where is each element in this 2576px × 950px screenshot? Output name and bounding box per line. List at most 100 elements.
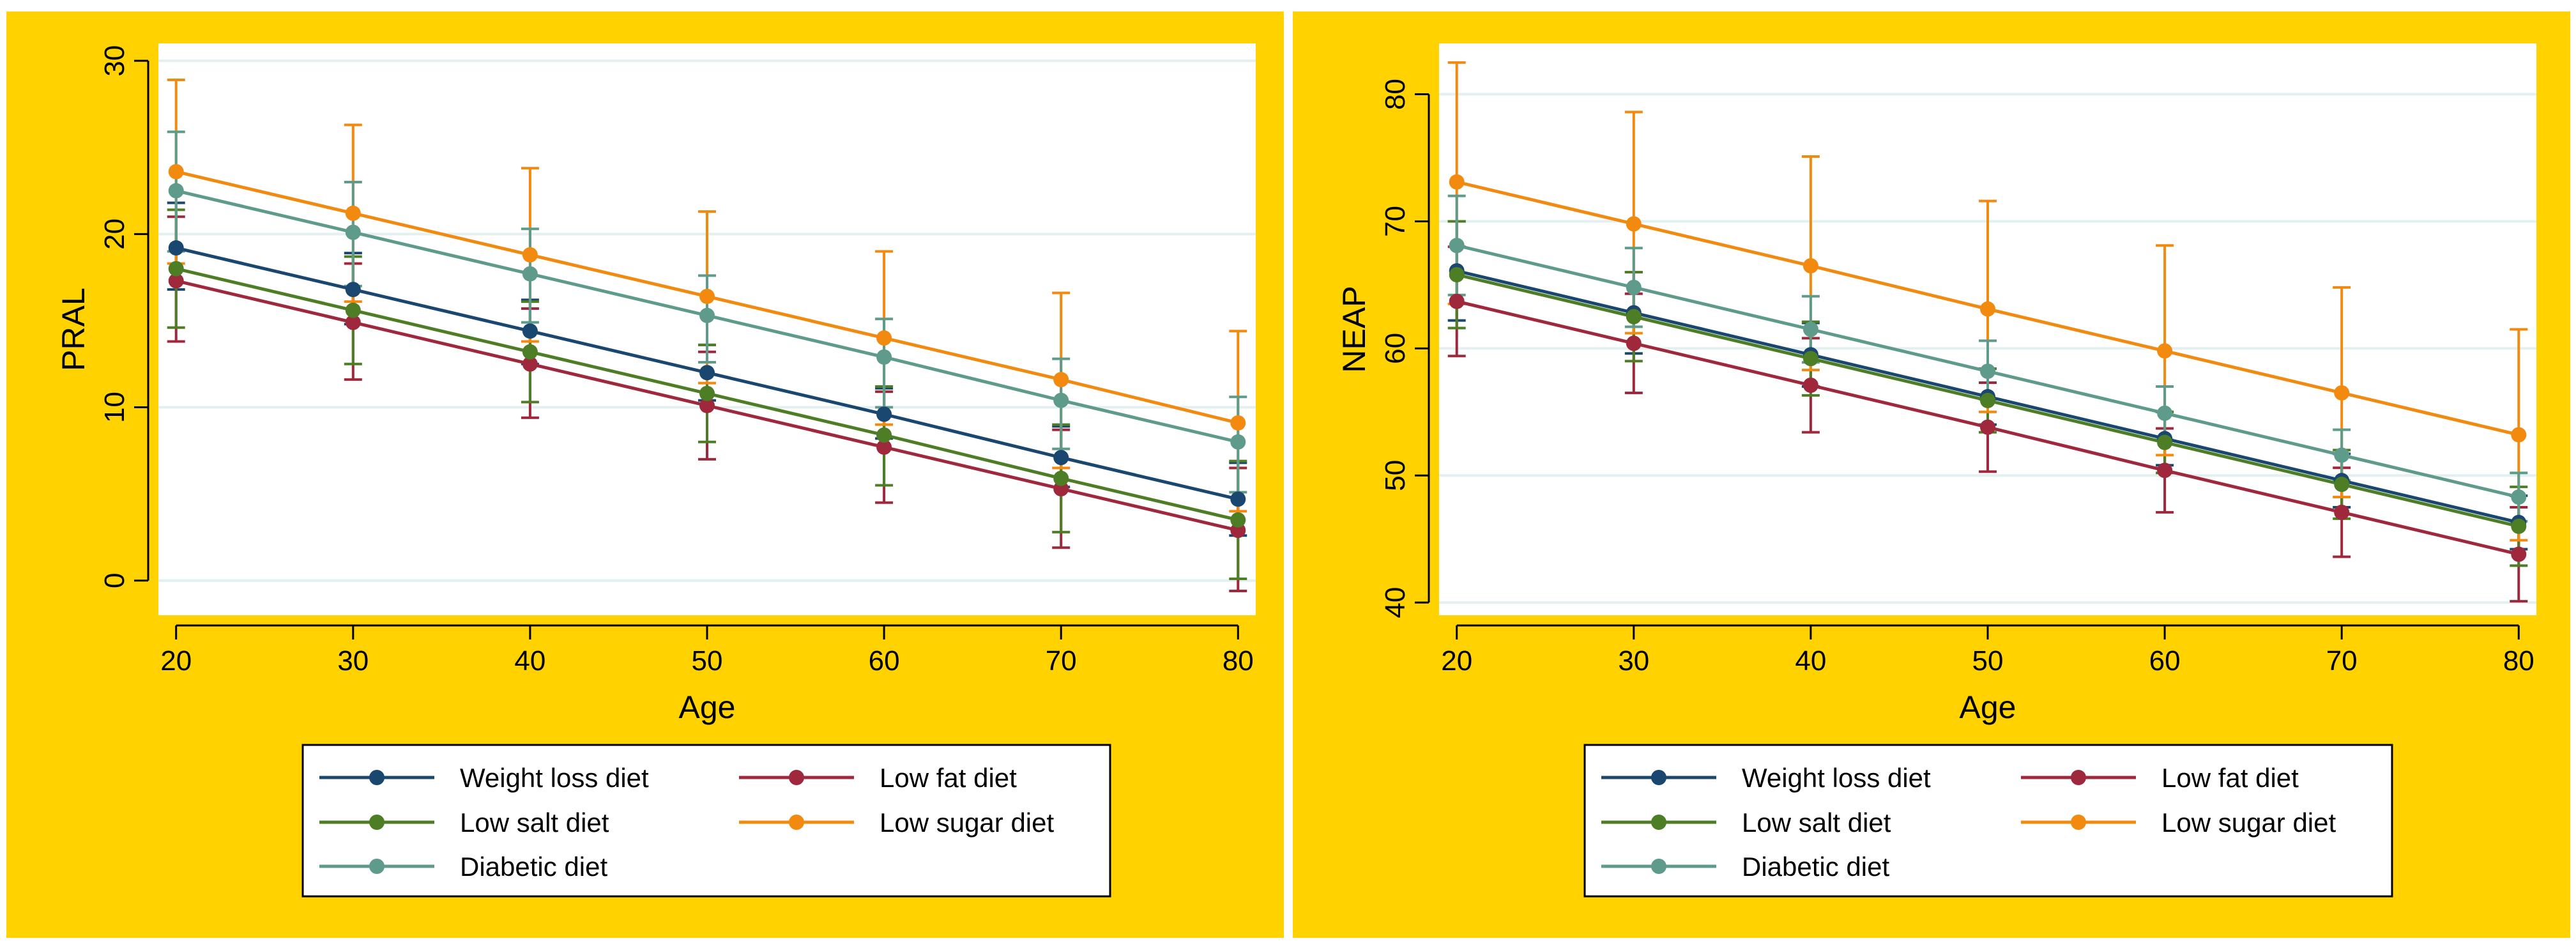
legend-box	[1583, 744, 2393, 898]
data-point	[1230, 512, 1246, 528]
data-point	[1626, 309, 1642, 325]
x-tick-label: 20	[160, 645, 192, 677]
y-tick-label: 10	[99, 392, 130, 423]
data-point	[876, 406, 892, 422]
data-point	[2511, 427, 2527, 443]
data-point	[1230, 491, 1246, 507]
legend-label: Low fat diet	[2161, 763, 2299, 793]
data-point	[1053, 470, 1069, 486]
x-axis-title: Age	[679, 689, 736, 725]
data-point	[345, 224, 361, 240]
data-point	[2334, 477, 2350, 493]
data-point	[699, 385, 715, 401]
data-point	[345, 314, 361, 330]
data-point	[1230, 434, 1246, 450]
data-point	[1053, 450, 1069, 466]
data-point	[2334, 504, 2350, 520]
y-tick-label: 40	[1380, 587, 1411, 618]
legend-swatch-marker	[369, 770, 385, 785]
data-point	[2157, 434, 2173, 450]
legend-swatch-marker	[2071, 770, 2086, 785]
data-point	[1053, 372, 1069, 388]
data-point	[1053, 392, 1069, 408]
y-tick-label: 70	[1380, 206, 1411, 237]
x-tick-label: 60	[869, 645, 900, 677]
data-point	[1626, 335, 1642, 351]
data-point	[2511, 546, 2527, 562]
data-point	[168, 240, 184, 256]
legend-label: Diabetic diet	[460, 852, 607, 882]
legend-box	[301, 744, 1111, 898]
x-tick-label: 70	[2326, 645, 2358, 677]
legend-label: Low fat diet	[880, 763, 1017, 793]
legend-swatch-marker	[369, 859, 385, 874]
data-point	[1980, 419, 1995, 435]
legend-label: Low salt diet	[1742, 808, 1891, 838]
data-point	[1980, 301, 1995, 317]
data-point	[1449, 266, 1465, 282]
neap-chart-panel: 40 50 60 70 80 20 30 40 50 60 70 80 NEAP Age Weight lo…	[1293, 11, 2570, 938]
legend-swatch-marker	[1651, 770, 1666, 785]
data-point	[1802, 351, 1818, 367]
x-tick-label: 80	[1223, 645, 1254, 677]
x-tick-label: 40	[514, 645, 545, 677]
data-point	[1980, 392, 1995, 408]
data-point	[1449, 238, 1465, 254]
legend-label: Low sugar diet	[2161, 808, 2336, 838]
x-tick-label: 70	[1046, 645, 1077, 677]
x-tick-label: 30	[337, 645, 369, 677]
data-point	[1802, 321, 1818, 337]
data-point	[699, 288, 715, 304]
data-point	[1449, 174, 1465, 190]
data-point	[522, 356, 538, 372]
y-tick-label: 30	[99, 45, 130, 77]
x-tick-label: 30	[1618, 645, 1649, 677]
legend-swatch-marker	[789, 815, 804, 830]
data-point	[1230, 415, 1246, 431]
data-point	[2157, 405, 2173, 421]
data-point	[168, 183, 184, 199]
x-tick-label: 20	[1441, 645, 1472, 677]
data-point	[522, 266, 538, 282]
y-tick-label: 0	[99, 573, 130, 588]
data-point	[345, 282, 361, 298]
y-axis-title: NEAP	[1336, 286, 1372, 372]
legend-label: Low sugar diet	[880, 808, 1054, 838]
data-point	[2511, 489, 2527, 505]
pral-chart-panel: 0 10 20 30 20 30 40 50 60 70 80 PRAL Age Weight loss …	[6, 11, 1284, 938]
data-point	[876, 439, 892, 455]
data-point	[1980, 364, 1995, 379]
data-point	[168, 164, 184, 180]
data-point	[345, 205, 361, 221]
y-tick-label: 50	[1380, 460, 1411, 491]
x-tick-label: 50	[692, 645, 723, 677]
data-point	[522, 247, 538, 263]
data-point	[345, 302, 361, 318]
legend-swatch-marker	[1651, 859, 1666, 874]
data-point	[1626, 279, 1642, 295]
x-tick-label: 50	[1972, 645, 2004, 677]
data-point	[1449, 293, 1465, 309]
data-point	[2334, 385, 2350, 401]
data-point	[168, 261, 184, 277]
data-point	[876, 330, 892, 346]
data-point	[168, 273, 184, 289]
data-point	[2157, 343, 2173, 359]
legend-swatch-marker	[2071, 815, 2086, 830]
legend-swatch-marker	[369, 815, 385, 830]
data-point	[1802, 258, 1818, 274]
y-tick-label: 60	[1380, 333, 1411, 364]
data-point	[2334, 447, 2350, 463]
legend-swatch-marker	[789, 770, 804, 785]
data-point	[2157, 463, 2173, 479]
y-tick-label: 20	[99, 218, 130, 250]
data-point	[699, 307, 715, 323]
data-point	[2511, 518, 2527, 534]
legend-label: Weight loss diet	[1742, 763, 1931, 793]
data-point	[522, 344, 538, 360]
legend-label: Weight loss diet	[460, 763, 649, 793]
x-tick-label: 60	[2149, 645, 2181, 677]
data-point	[699, 365, 715, 381]
legend-swatch-marker	[1651, 815, 1666, 830]
